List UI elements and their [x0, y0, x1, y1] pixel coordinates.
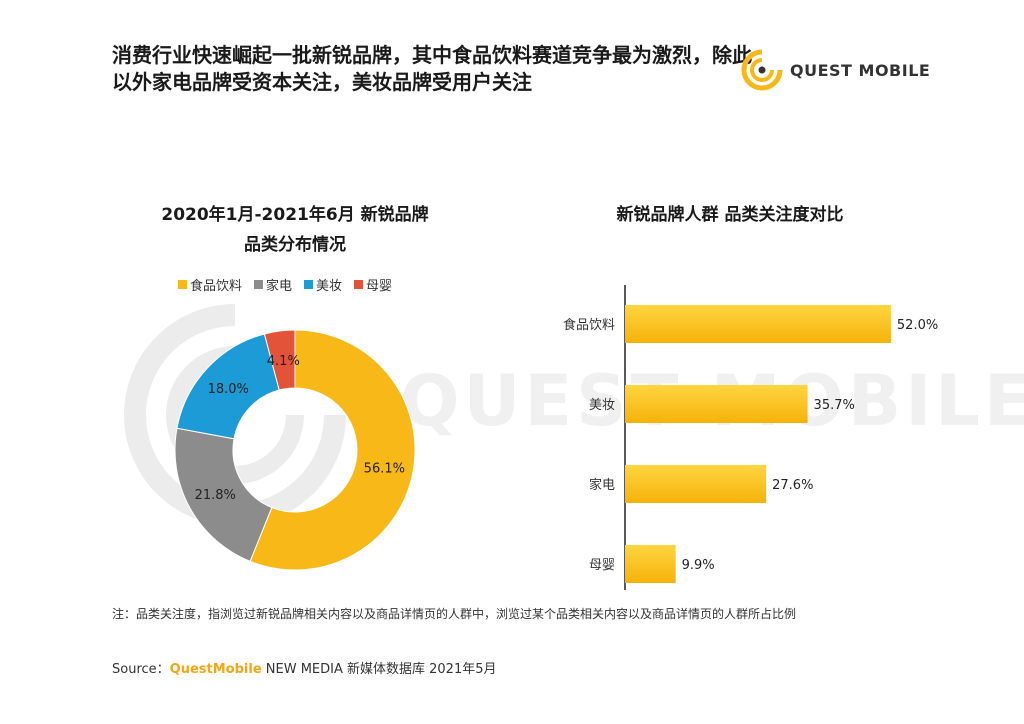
bar-0: [625, 305, 891, 343]
bar-value-label-3: 9.9%: [682, 558, 715, 573]
source-prefix: Source：: [112, 662, 170, 677]
source-rest: NEW MEDIA 新媒体数据库 2021年5月: [261, 662, 497, 677]
donut-slice-food: [249, 329, 416, 571]
bar-category-label-0: 食品饮料: [563, 317, 615, 333]
donut-title-line1: 2020年1月-2021年6月 新锐品牌: [161, 205, 429, 225]
bar-chart-title: 新锐品牌人群 品类关注度对比: [616, 205, 844, 225]
legend-item-appliance: 家电: [254, 275, 292, 294]
page-title: 消费行业快速崛起一批新锐品牌，其中食品饮料赛道竞争最为激烈，除此以外家电品牌受资…: [112, 43, 752, 94]
bar-3: [625, 545, 676, 583]
bar-2: [625, 465, 767, 503]
bar-value-label-1: 35.7%: [814, 398, 855, 413]
bar-value-label-0: 52.0%: [897, 318, 938, 333]
bar-1: [625, 385, 808, 423]
donut-legend: 食品饮料 家电 美妆 母婴: [178, 275, 392, 294]
bar-category-label-1: 美妆: [589, 398, 615, 413]
legend-swatch-baby: [354, 280, 364, 289]
donut-chart-title: 2020年1月-2021年6月 新锐品牌 品类分布情况: [130, 200, 460, 260]
donut-label-appliance: 21.8%: [195, 488, 236, 503]
legend-item-beauty: 美妆: [304, 275, 342, 294]
legend-item-food: 食品饮料: [178, 275, 242, 294]
brand-logo: QUEST MOBILE: [740, 48, 930, 92]
legend-item-baby: 母婴: [354, 275, 392, 294]
bar-value-label-2: 27.6%: [772, 478, 813, 493]
brand-name: QUEST MOBILE: [790, 61, 931, 80]
source-brand: QuestMobile: [169, 662, 262, 677]
footnote: 注：品类关注度，指浏览过新锐品牌相关内容以及商品详情页的人群中，浏览过某个品类相…: [112, 607, 797, 621]
donut-slice-baby: [263, 329, 296, 391]
donut-label-beauty: 18.0%: [208, 382, 249, 397]
bar-chart: 食品饮料 52.0% 美妆 35.7% 家电 27.6% 母婴 9.9%: [563, 285, 938, 590]
bar-category-label-3: 母婴: [589, 558, 615, 573]
source-line: Source：QuestMobile NEW MEDIA 新媒体数据库 2021…: [112, 658, 497, 677]
legend-label-food: 食品饮料: [190, 279, 243, 294]
donut-title-line2: 品类分布情况: [244, 235, 346, 255]
donut-label-food: 56.1%: [364, 461, 405, 476]
donut-slice-appliance: [174, 427, 273, 562]
donut-chart: 56.1% 21.8% 18.0% 4.1%: [174, 329, 416, 571]
legend-label-appliance: 家电: [266, 279, 293, 294]
donut-label-baby: 4.1%: [267, 354, 300, 369]
legend-swatch-appliance: [254, 280, 264, 289]
legend-label-beauty: 美妆: [316, 279, 343, 294]
bar-category-label-2: 家电: [589, 477, 615, 493]
legend-swatch-beauty: [304, 280, 314, 289]
legend-label-baby: 母婴: [366, 279, 393, 294]
legend-swatch-food: [178, 280, 187, 289]
quest-mobile-logo-icon: [741, 49, 783, 91]
